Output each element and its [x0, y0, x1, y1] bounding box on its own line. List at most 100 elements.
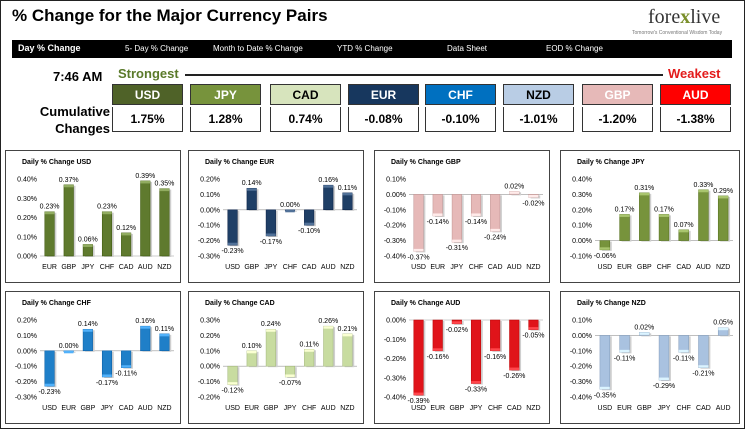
bar [432, 194, 443, 217]
tab-5-day-change[interactable]: 5- Day % Change [125, 44, 189, 53]
bar-value-label: 0.17% [615, 206, 635, 213]
bar-value-label: -0.02% [446, 327, 468, 334]
tab-data-sheet[interactable]: Data Sheet [447, 44, 488, 53]
x-category-label: JPY [450, 264, 463, 271]
x-category-label: USD [225, 264, 240, 271]
bar-value-label: 0.16% [135, 318, 155, 325]
bar-value-label: -0.31% [446, 245, 468, 252]
bar-cap [266, 329, 276, 332]
bar-cap [159, 188, 170, 192]
currency-code: GBP [582, 84, 653, 105]
x-category-label: USD [42, 405, 57, 412]
x-category-label: NZD [340, 264, 354, 271]
tab-month-to-date-change[interactable]: Month to Date % Change [213, 44, 303, 53]
bar-value-label: 0.00% [280, 202, 300, 209]
y-tick-label: 0.20% [17, 215, 37, 222]
y-tick-label: 0.40% [572, 177, 592, 184]
logo-tagline: Tomorrow's Conventional Wisdom Today [632, 30, 723, 36]
x-category-label: JPY [284, 405, 297, 412]
bar [265, 328, 276, 367]
currency-tile-cad: CAD 0.74% [270, 84, 341, 132]
bar-value-label: 0.24% [261, 321, 281, 328]
bar [284, 365, 296, 378]
bar [451, 194, 462, 243]
y-tick-label: 0.10% [17, 234, 37, 241]
currency-code: CAD [270, 84, 341, 105]
bar-value-label: -0.29% [653, 383, 675, 390]
bar [432, 319, 443, 352]
bar-cap [342, 192, 353, 196]
y-tick-label: -0.30% [384, 375, 406, 382]
x-category-label: USD [411, 264, 426, 271]
x-category-label: GBP [263, 405, 278, 412]
bar-value-label: -0.17% [96, 380, 118, 387]
bar [82, 328, 93, 352]
currency-tile-eur: EUR -0.08% [348, 84, 419, 132]
currency-tile-nzd: NZD -1.01% [503, 84, 574, 132]
x-category-label: EUR [42, 264, 57, 271]
x-category-label: GBP [637, 264, 652, 271]
bar [265, 209, 276, 237]
x-category-label: CAD [302, 264, 317, 271]
tab-ytd-change[interactable]: YTD % Change [337, 44, 393, 53]
x-category-label: USD [597, 264, 612, 271]
chart-gbp: Daily % Change GBP -0.40% -0.30% -0.20% -0.1… [374, 150, 550, 283]
bar-cap [285, 374, 295, 377]
bar-value-label: 0.07% [674, 222, 694, 229]
currency-tile-usd: USD 1.75% [112, 84, 183, 132]
bar-cap [599, 247, 610, 250]
currency-tile-gbp: GBP -1.20% [582, 84, 653, 132]
bar-cap [698, 189, 709, 193]
x-category-label: JPY [658, 405, 671, 412]
bar-cap [121, 232, 131, 236]
bar-cap [639, 192, 650, 196]
logo-text-x: x [680, 6, 691, 28]
currency-change-value: 1.28% [190, 107, 261, 132]
y-tick-label: 0.20% [572, 207, 592, 214]
bar-value-label: 0.39% [135, 173, 155, 180]
bar [140, 180, 151, 257]
x-category-label: CHF [100, 264, 114, 271]
x-category-label: AUD [321, 405, 336, 412]
bar-value-label: 0.33% [693, 182, 713, 189]
tab-eod-change[interactable]: EOD % Change [546, 44, 603, 53]
bar [698, 189, 709, 241]
bar-value-label: -0.07% [279, 380, 301, 387]
currency-change-value: -1.20% [582, 107, 653, 132]
chart-usd-svg: Daily % Change USD0.00%0.10%0.20%0.30%0.… [17, 159, 174, 271]
bar-cap [159, 333, 170, 337]
x-category-label: AUD [138, 405, 153, 412]
bar-cap [639, 332, 650, 335]
bar-cap [432, 213, 443, 216]
chart-title: Daily % Change JPY [577, 159, 645, 166]
tab-day-change[interactable]: Day % Change [18, 43, 81, 53]
bar-value-label: 0.00% [59, 343, 79, 350]
currency-code: JPY [190, 84, 261, 105]
bar [490, 194, 501, 232]
bar-cap [246, 188, 257, 191]
bar [470, 194, 482, 217]
bar-value-label: 0.17% [654, 206, 674, 213]
y-tick-label: 0.00% [17, 348, 37, 355]
y-tick-label: 0.10% [572, 318, 592, 325]
chart-jpy-svg: Daily % Change JPY -0.10% 0.00% 0.10% 0.20% 0… [570, 159, 733, 271]
bar-cap [528, 194, 539, 198]
chart-cad-svg: Daily % Change CAD -0.20% -0.10% 0.00% 0.10%… [198, 300, 358, 412]
chart-usd: Daily % Change USD 0.00% 0.10% 0.20% 0.30% 0.… [5, 150, 181, 283]
bar-cap [678, 349, 689, 353]
bar-value-label: -0.11% [115, 371, 137, 378]
logo-text-left: fore [648, 6, 681, 28]
bar-value-label: 0.16% [318, 177, 338, 184]
x-category-label: GBP [637, 405, 652, 412]
forexlive-logo[interactable]: forexlive [648, 6, 720, 29]
x-category-label: CAD [696, 405, 711, 412]
bar [121, 350, 132, 368]
bar [658, 214, 670, 241]
y-tick-label: 0.30% [17, 196, 37, 203]
bar [140, 325, 151, 352]
bar [44, 350, 55, 387]
chart-eur-svg: Daily % Change EUR -0.30% -0.20% -0.10% 0.00… [198, 159, 357, 271]
y-tick-label: 0.00% [200, 207, 220, 214]
x-category-label: CAD [676, 264, 691, 271]
currency-tile-aud: AUD -1.38% [660, 84, 731, 132]
